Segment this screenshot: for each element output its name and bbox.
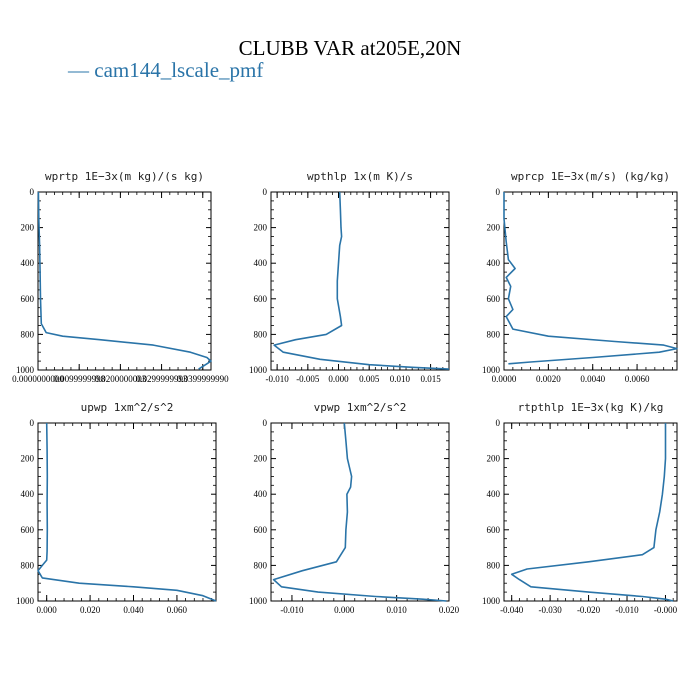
- x-tick-label: 0.040: [123, 605, 144, 615]
- y-tick-label: 800: [254, 329, 268, 339]
- x-tick-label: -0.040: [500, 605, 524, 615]
- x-tick-label: -0.030: [539, 605, 563, 615]
- y-tick-label: 800: [487, 329, 501, 339]
- y-tick-label: 200: [254, 454, 268, 464]
- x-tick-label: -0.000: [654, 605, 678, 615]
- subplot-title: wpthlp 1x(m K)/s: [307, 170, 413, 183]
- y-tick-label: 800: [21, 329, 35, 339]
- subplot-2: wpthlp 1x(m K)/s 0 200 400 600 800 1000-0.010-…: [249, 170, 450, 384]
- x-tick-label: 0.015: [420, 374, 441, 384]
- y-tick-label: 800: [487, 560, 501, 570]
- y-tick-label: 600: [21, 525, 35, 535]
- x-tick-label: -0.005: [296, 374, 320, 384]
- x-tick-label: 0.000: [37, 605, 58, 615]
- subplot-6: rtpthlp 1E−3x(kg K)/kg02004006008001000-…: [482, 401, 678, 615]
- x-tick-label: -0.010: [266, 374, 290, 384]
- y-tick-label: 0: [30, 418, 35, 428]
- y-tick-label: 1000: [482, 365, 501, 375]
- x-tick-label: 0.000: [334, 605, 355, 615]
- y-tick-label: 1000: [249, 596, 268, 606]
- y-tick-label: 400: [254, 489, 268, 499]
- y-tick-label: 0: [30, 187, 35, 197]
- y-tick-label: 800: [21, 560, 35, 570]
- plot-frame: [503, 191, 678, 371]
- x-tick-label: 0.0099999998: [53, 374, 105, 384]
- series-line: [273, 191, 450, 370]
- x-tick-label: 0.060: [167, 605, 188, 615]
- x-tick-label: 0.020: [439, 605, 460, 615]
- y-tick-label: 0: [263, 187, 268, 197]
- series-line: [37, 422, 217, 602]
- y-tick-label: 200: [21, 223, 35, 233]
- x-tick-label: 0.0299999993: [136, 374, 188, 384]
- y-tick-label: 400: [21, 489, 35, 499]
- subplot-5: vpwp 1xm^2/s^2 0 200 400 600 800 1000 -0.010 0.0…: [249, 401, 460, 615]
- y-tick-label: 200: [254, 223, 268, 233]
- y-tick-label: 1000: [249, 365, 268, 375]
- y-tick-label: 600: [487, 525, 501, 535]
- y-tick-label: 400: [487, 489, 501, 499]
- plot-frame: [503, 422, 678, 602]
- subplot-title: upwp 1xm^2/s^2: [81, 401, 174, 414]
- y-tick-label: 800: [254, 560, 268, 570]
- x-tick-label: 0.0200000003: [95, 374, 147, 384]
- subplot-title: wprcp 1E−3x(m/s) (kg/kg): [511, 170, 670, 183]
- x-tick-label: 0.0060: [625, 374, 650, 384]
- x-tick-label: 0.020: [80, 605, 101, 615]
- subplot-title: rtpthlp 1E−3x(kg K)/kg: [518, 401, 664, 414]
- y-tick-label: 1000: [482, 596, 501, 606]
- legend-label: — cam144_lscale_pmf: [68, 58, 264, 82]
- y-tick-label: 200: [21, 454, 35, 464]
- x-tick-label: -0.020: [577, 605, 601, 615]
- x-tick-label: 0.000: [328, 374, 349, 384]
- subplot-1: wprtp 1E−3x(m kg)/(s kg) 0 200 400 600 800 100…: [12, 170, 229, 384]
- y-tick-label: 400: [21, 258, 35, 268]
- plot-frame: [270, 422, 450, 602]
- subplot-title: wprtp 1E−3x(m kg)/(s kg): [45, 170, 204, 183]
- x-tick-label: 0.0000000000: [12, 374, 64, 384]
- y-tick-label: 600: [254, 525, 268, 535]
- series-line: [510, 423, 674, 602]
- x-tick-label: 0.005: [359, 374, 380, 384]
- x-tick-label: 0.010: [390, 374, 411, 384]
- x-tick-label: 0.0020: [536, 374, 561, 384]
- x-tick-label: 0.010: [387, 605, 408, 615]
- plot-frame: [37, 191, 212, 371]
- subplot-3: wprcp 1E−3x(m/s) (kg/kg) 0 200 400 600 800 100…: [482, 170, 678, 384]
- series-line: [272, 422, 447, 602]
- y-tick-label: 200: [487, 223, 501, 233]
- figure-title: CLUBB VAR at205E,20N: [238, 36, 462, 60]
- y-tick-label: 200: [487, 454, 501, 464]
- y-tick-label: 0: [263, 418, 268, 428]
- y-tick-label: 400: [254, 258, 268, 268]
- y-tick-label: 1000: [16, 596, 35, 606]
- x-tick-label: -0.010: [280, 605, 304, 615]
- y-tick-label: 600: [21, 294, 35, 304]
- x-tick-label: -0.010: [615, 605, 639, 615]
- y-tick-label: 0: [496, 418, 501, 428]
- plot-frame: [37, 422, 217, 602]
- series-line: [37, 191, 212, 370]
- x-tick-label: 0.0399999990: [177, 374, 229, 384]
- y-tick-label: 600: [487, 294, 501, 304]
- y-tick-label: 0: [496, 187, 501, 197]
- series-line: [503, 192, 678, 365]
- x-tick-label: 0.0040: [580, 374, 605, 384]
- y-tick-label: 400: [487, 258, 501, 268]
- y-tick-label: 1000: [16, 365, 35, 375]
- plot-frame: [270, 191, 450, 371]
- legend-entry: — cam144_lscale_pmf: [68, 58, 263, 83]
- y-tick-label: 600: [254, 294, 268, 304]
- subplot-title: vpwp 1xm^2/s^2: [314, 401, 407, 414]
- x-tick-label: 0.0000: [492, 374, 517, 384]
